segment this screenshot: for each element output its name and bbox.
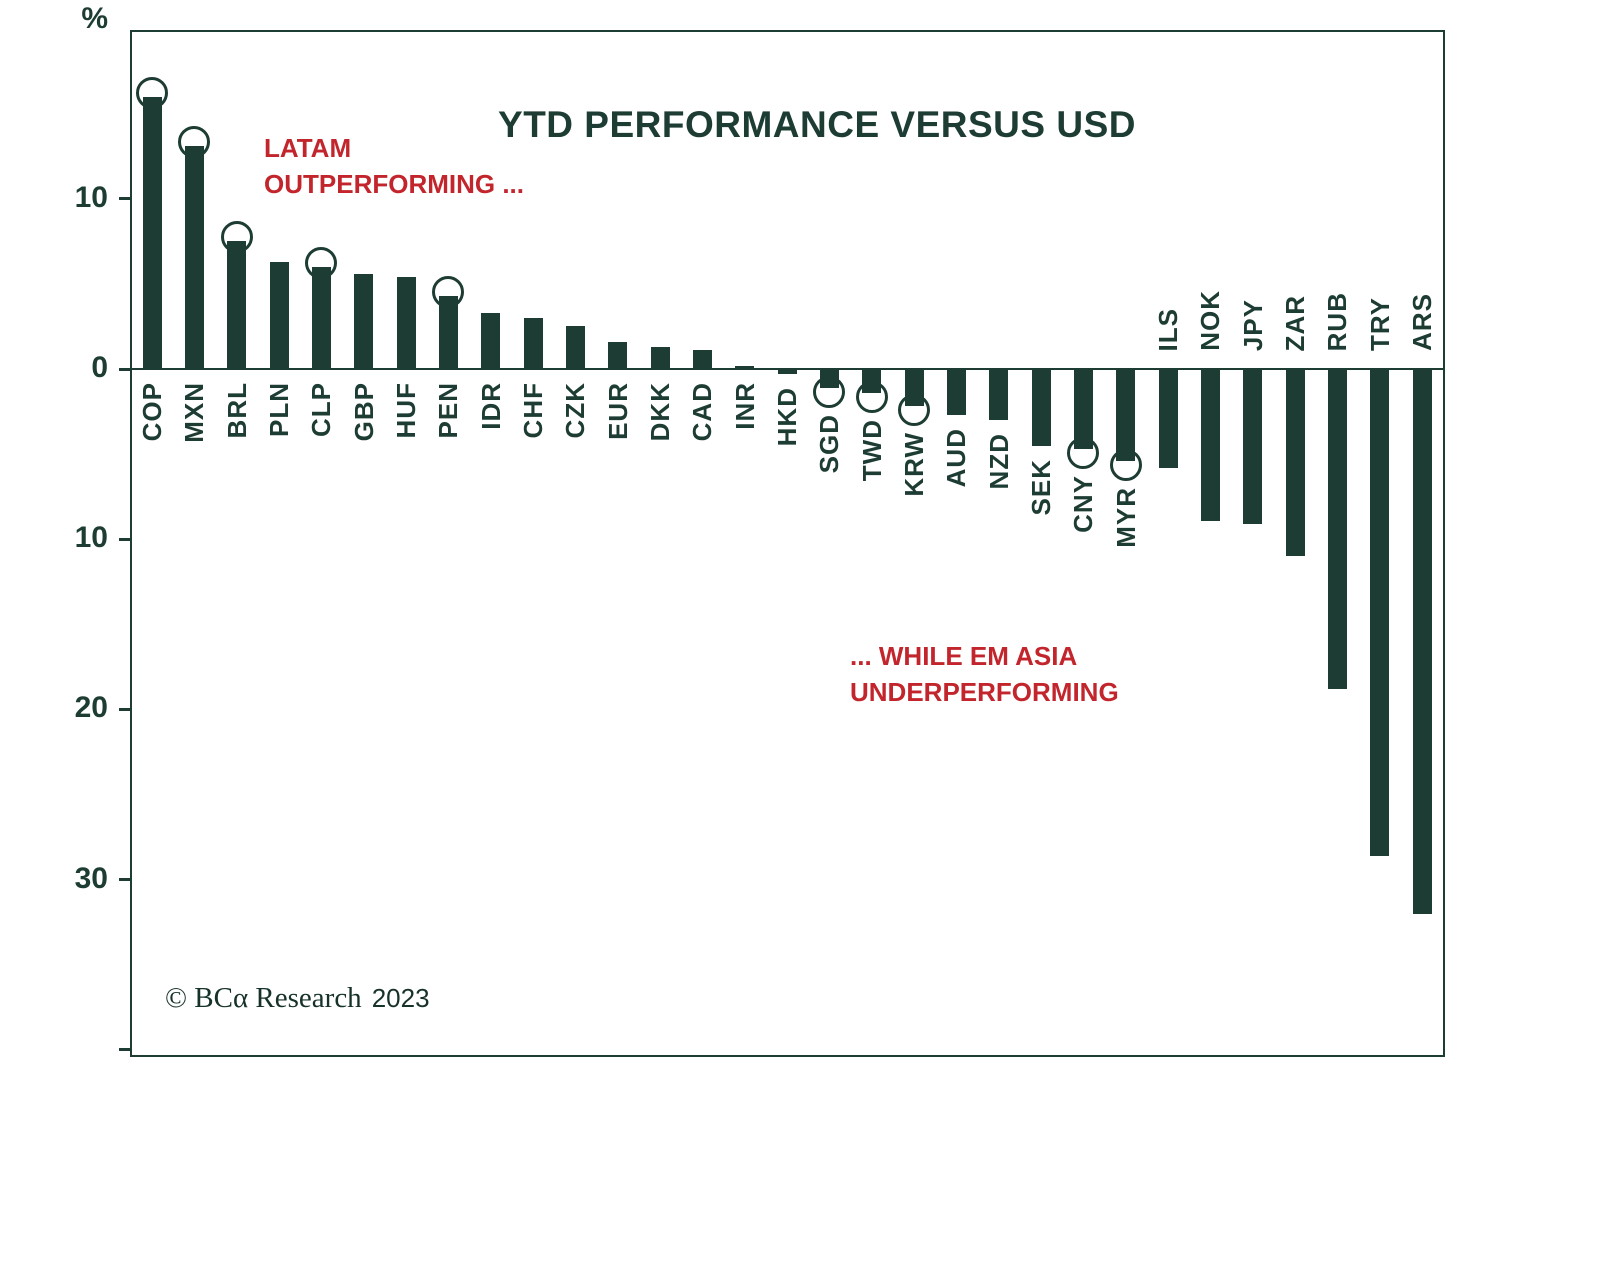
y-tick-mark — [119, 537, 130, 541]
bar-label-jpy: JPY — [1237, 298, 1268, 352]
chart-title: YTD PERFORMANCE VERSUS USD — [498, 104, 1136, 145]
bar-jpy — [1243, 369, 1263, 524]
circle-marker-mxn — [178, 126, 211, 159]
bar-label-inr: INR — [729, 382, 760, 430]
bar-rub — [1327, 369, 1347, 690]
bar-label-cad: CAD — [687, 382, 718, 442]
bar-label-krw: KRW — [899, 432, 929, 498]
bar-inr — [735, 365, 755, 369]
bar-dkk — [650, 346, 670, 370]
bar-chf — [523, 317, 543, 370]
bar-label-zar: ZAR — [1280, 294, 1310, 352]
bar-label-sgd: SGD — [814, 413, 845, 474]
copyright: © BCα Research 2023 — [165, 982, 430, 1015]
y-tick-mark — [119, 707, 130, 711]
bar-label-rub: RUB — [1322, 291, 1353, 352]
bar-label-myr: MYR — [1110, 486, 1141, 548]
bar-label-hkd: HKD — [772, 387, 802, 447]
circle-marker-clp — [305, 246, 338, 279]
bar-mxn — [184, 146, 204, 369]
bar-label-gbp: GBP — [348, 382, 379, 442]
bar-label-ils: ILS — [1153, 307, 1183, 352]
bar-label-clp: CLP — [306, 382, 337, 438]
bar-ils — [1158, 369, 1178, 468]
annotation-latam-outperforming: LATAM OUTPERFORMING ... — [264, 130, 524, 202]
circle-marker-sgd — [813, 375, 846, 408]
bar-nok — [1200, 369, 1220, 521]
bar-label-sek: SEK — [1026, 458, 1056, 516]
y-tick-label: 30 — [74, 861, 108, 895]
bar-sek — [1031, 369, 1051, 446]
bar-label-idr: IDR — [475, 382, 506, 430]
bar-label-aud: AUD — [941, 427, 972, 488]
bar-myr — [1116, 369, 1136, 461]
y-tick-mark — [119, 197, 130, 201]
bar-eur — [608, 341, 628, 370]
circle-marker-pen — [432, 275, 465, 308]
y-tick-mark — [119, 367, 130, 371]
bar-label-huf: HUF — [391, 382, 421, 439]
bar-hkd — [777, 369, 797, 375]
circle-marker-krw — [898, 394, 930, 427]
annotation-line: LATAM — [264, 133, 352, 163]
y-tick-label: 10 — [74, 180, 108, 214]
annotation-em-asia-underperforming: ... WHILE EM ASIA UNDERPERFORMING — [850, 638, 1119, 710]
bar-label-eur: EUR — [602, 382, 633, 440]
circle-marker-cop — [136, 76, 168, 109]
circle-marker-cny — [1067, 437, 1100, 470]
bar-czk — [565, 326, 585, 370]
bar-label-chf: CHF — [518, 382, 548, 439]
bar-cny — [1073, 369, 1093, 450]
bar-label-pen: PEN — [433, 382, 464, 439]
bar-cop — [142, 96, 162, 370]
bar-try — [1370, 369, 1390, 856]
y-tick-mark — [119, 878, 130, 882]
bar-label-czk: CZK — [560, 382, 591, 439]
bar-cad — [692, 350, 712, 370]
annotation-line: UNDERPERFORMING — [850, 677, 1119, 707]
bar-label-nok: NOK — [1195, 290, 1226, 352]
annotation-line: OUTPERFORMING ... — [264, 169, 524, 199]
bar-huf — [396, 277, 416, 370]
bar-label-ars: ARS — [1407, 293, 1437, 352]
bar-aud — [946, 369, 966, 415]
bar-label-mxn: MXN — [179, 382, 210, 443]
circle-marker-brl — [220, 221, 253, 254]
copyright-brand: © BCα Research — [165, 982, 362, 1014]
y-tick-label: 0 — [91, 351, 108, 385]
bar-label-dkk: DKK — [645, 382, 675, 442]
bar-zar — [1285, 369, 1305, 557]
y-tick-mark — [119, 1048, 130, 1052]
bar-label-try: TRY — [1364, 296, 1395, 352]
annotation-line: ... WHILE EM ASIA — [850, 641, 1078, 671]
bar-pen — [438, 295, 458, 370]
bar-pln — [269, 261, 289, 370]
bar-ars — [1412, 369, 1432, 914]
bar-label-brl: BRL — [221, 382, 252, 439]
bar-label-pln: PLN — [264, 382, 294, 438]
copyright-year: 2023 — [371, 983, 430, 1013]
bar-clp — [311, 266, 331, 370]
bar-gbp — [354, 273, 374, 370]
bar-label-nzd: NZD — [983, 433, 1014, 490]
circle-marker-twd — [855, 380, 888, 413]
plot-area: YTD PERFORMANCE VERSUS USD LATAM OUTPERF… — [130, 30, 1445, 1057]
bar-idr — [481, 312, 501, 369]
y-tick-label: 20 — [74, 691, 108, 725]
bar-label-twd: TWD — [856, 418, 887, 482]
bar-label-cny: CNY — [1068, 475, 1099, 533]
bar-nzd — [989, 369, 1009, 421]
y-axis-unit-label: % — [81, 2, 108, 35]
bar-brl — [227, 241, 247, 370]
bar-label-cop: COP — [137, 382, 167, 442]
circle-marker-myr — [1109, 448, 1142, 481]
y-tick-label: 10 — [74, 521, 108, 555]
